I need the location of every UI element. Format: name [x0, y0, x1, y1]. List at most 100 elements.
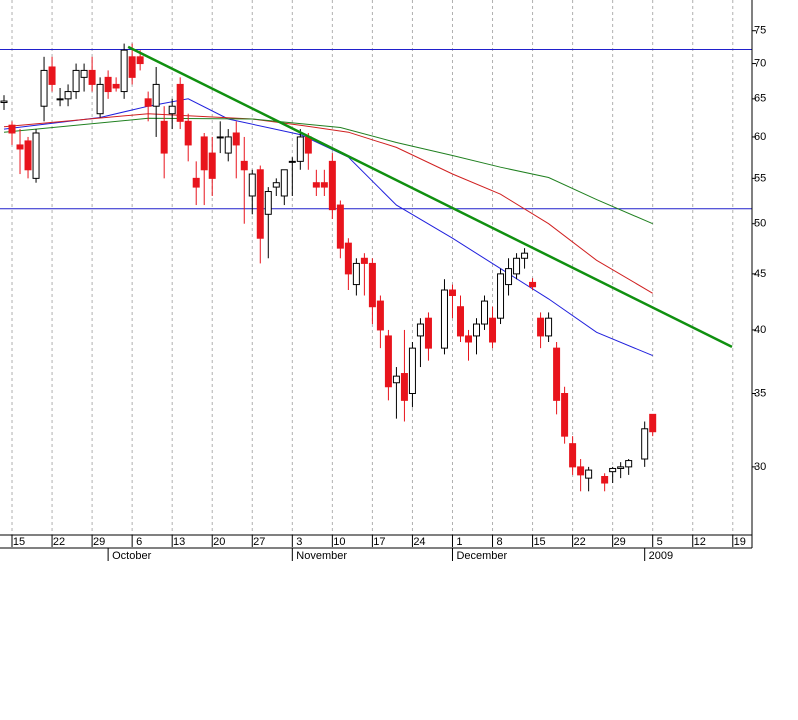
month-label: November	[296, 550, 347, 562]
x-tick-label: 29	[93, 536, 105, 548]
candle-body	[152, 83, 160, 107]
candle-body	[232, 132, 240, 146]
y-tick-label: 40	[754, 324, 766, 336]
candle-body	[601, 475, 609, 484]
candle-body	[344, 242, 352, 275]
candle-body	[537, 317, 545, 337]
trendline	[127, 45, 733, 349]
candle-body	[168, 105, 176, 115]
moving-average	[3, 117, 653, 225]
candle-body	[216, 136, 224, 139]
y-tick-label: 60	[754, 131, 766, 143]
x-tick-label: 15	[13, 536, 25, 548]
x-tick-label: 27	[253, 536, 265, 548]
candle-body	[649, 413, 657, 433]
candle-body	[360, 257, 368, 264]
y-tick-label: 55	[754, 172, 766, 184]
x-tick-label: 8	[496, 536, 502, 548]
candle-body	[304, 136, 312, 154]
candle-body	[553, 347, 561, 401]
y-tick-label: 35	[754, 387, 766, 399]
candle-body	[64, 91, 72, 100]
x-tick-label: 17	[373, 536, 385, 548]
candle-body	[24, 140, 32, 171]
candle-body	[40, 69, 48, 107]
candle-body	[128, 56, 136, 78]
candle-body	[72, 69, 80, 93]
candle-body	[104, 76, 112, 93]
candle-body	[352, 262, 360, 286]
candle-body	[208, 152, 216, 179]
candle-body	[609, 467, 617, 473]
x-tick-label: 12	[694, 536, 706, 548]
plot-area	[0, 0, 752, 535]
candle-body	[96, 83, 104, 115]
candle-body	[513, 257, 521, 275]
candle-body	[617, 466, 625, 469]
candle-body	[280, 169, 288, 197]
candle-body	[569, 443, 577, 468]
candle-body	[641, 428, 649, 460]
candle-body	[16, 144, 24, 150]
candle-body	[585, 469, 593, 479]
candle-body	[456, 306, 464, 337]
month-label: 2009	[649, 550, 673, 562]
candle-body	[384, 335, 392, 388]
candle-body	[368, 262, 376, 308]
moving-average	[3, 113, 653, 294]
candle-body	[224, 136, 232, 154]
candle-body	[497, 273, 505, 319]
candle-body	[248, 173, 256, 197]
candle-body	[192, 177, 200, 188]
month-label: December	[456, 550, 507, 562]
candle-body	[256, 169, 264, 239]
candle-body	[416, 323, 424, 337]
y-tick-label: 50	[754, 218, 766, 230]
candle-body	[505, 268, 513, 286]
candle-body	[481, 300, 489, 325]
candle-body	[545, 317, 553, 337]
candle-body	[312, 182, 320, 188]
x-tick-label: 19	[734, 536, 746, 548]
candle-body	[376, 300, 384, 331]
candle-body	[120, 49, 128, 93]
candle-body	[448, 289, 456, 297]
x-tick-label: 24	[413, 536, 425, 548]
candle-body	[296, 136, 304, 162]
x-tick-label: 15	[533, 536, 545, 548]
candle-body	[320, 182, 328, 188]
x-tick-label: 22	[53, 536, 65, 548]
candle-body	[577, 466, 585, 476]
y-tick-label: 75	[754, 25, 766, 37]
x-tick-label: 3	[296, 536, 302, 548]
x-tick-label: 20	[213, 536, 225, 548]
candle-body	[32, 132, 40, 179]
candle-body	[561, 393, 569, 437]
candle-body	[529, 281, 537, 288]
candle-body	[144, 98, 152, 107]
x-tick-label: 29	[614, 536, 626, 548]
y-tick-label: 65	[754, 93, 766, 105]
candle-body	[112, 83, 120, 89]
y-tick-label: 45	[754, 268, 766, 280]
candle-body	[272, 182, 280, 188]
x-tick-label: 22	[573, 536, 585, 548]
x-tick-label: 6	[136, 536, 142, 548]
candle-body	[408, 347, 416, 395]
candle-body	[80, 69, 88, 78]
candle-body	[0, 100, 8, 104]
candle-body	[176, 83, 184, 122]
candle-body	[400, 373, 408, 401]
candle-body	[521, 252, 529, 259]
y-tick-label: 30	[754, 461, 766, 473]
candle-body	[136, 56, 144, 65]
candle-body	[625, 460, 633, 468]
candle-body	[56, 98, 64, 101]
candle-body	[8, 124, 16, 134]
candle-body	[424, 317, 432, 349]
candle-body	[200, 136, 208, 171]
candle-body	[48, 66, 56, 85]
candle-body	[88, 69, 96, 85]
candle-body	[160, 120, 168, 154]
